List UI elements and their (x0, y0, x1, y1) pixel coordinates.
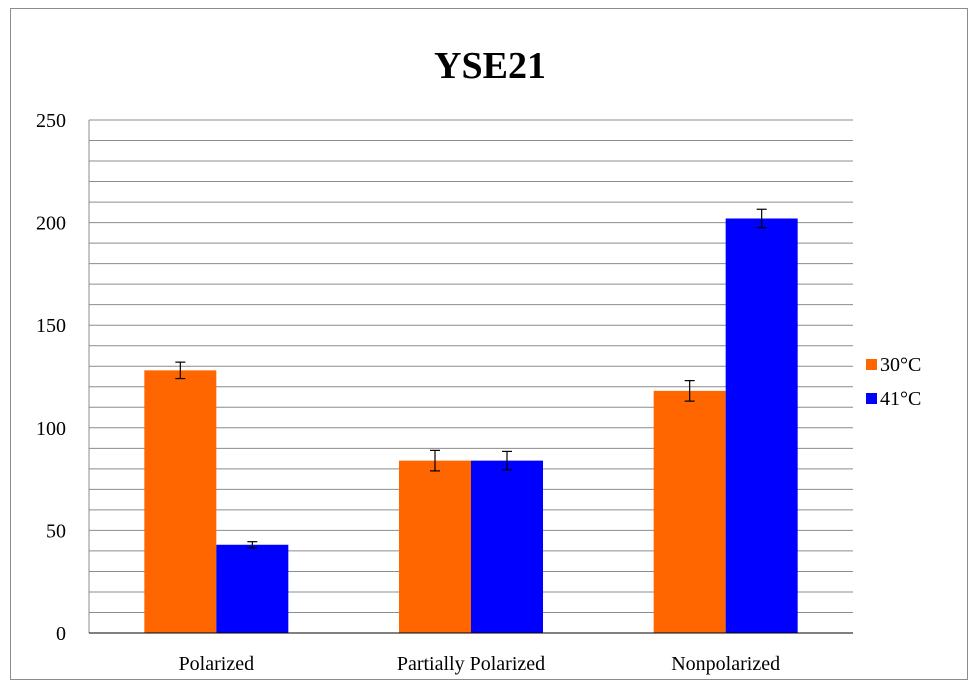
y-tick-label: 200 (36, 213, 66, 235)
chart-title: YSE21 (434, 45, 546, 87)
x-category-label: Partially Polarized (397, 653, 545, 675)
y-tick-label: 50 (46, 520, 66, 542)
legend-label: 30°C (880, 354, 921, 376)
error-bars (175, 208, 767, 549)
legend-swatch (866, 393, 877, 404)
legend-label: 41°C (880, 388, 921, 410)
y-tick-label: 100 (36, 418, 66, 440)
bar (399, 460, 471, 633)
y-axis-ticks: 0 50 100 150 200 250 (36, 110, 66, 645)
y-tick-label: 150 (36, 315, 66, 337)
bar (144, 370, 217, 633)
bar (471, 460, 543, 633)
legend-swatch (866, 359, 877, 370)
bar (653, 390, 726, 633)
y-tick-label: 250 (36, 110, 66, 132)
x-category-label: Nonpolarized (671, 653, 780, 675)
x-axis-categories: Polarized Partially Polarized Nonpolarized (179, 653, 781, 675)
bars (144, 218, 798, 633)
x-category-label: Polarized (179, 653, 255, 675)
y-tick-label: 0 (56, 623, 66, 645)
legend: 30°C 41°C (866, 354, 921, 410)
bar (216, 544, 289, 633)
bar (725, 218, 798, 633)
